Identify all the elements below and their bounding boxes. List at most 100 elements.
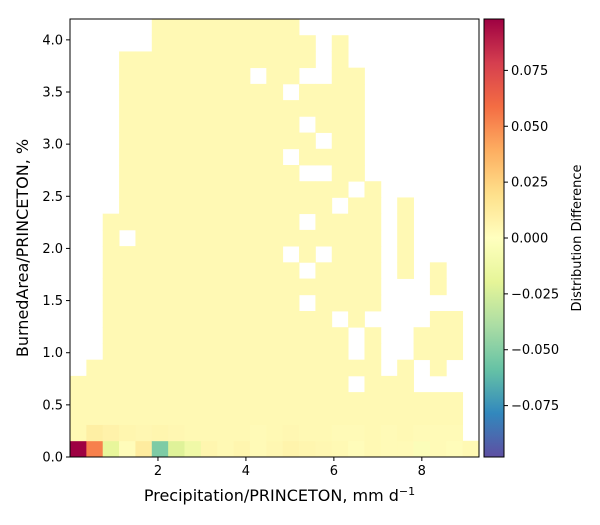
heatmap-cell bbox=[119, 165, 136, 182]
heatmap-cell bbox=[168, 294, 185, 312]
heatmap-cell bbox=[446, 392, 464, 409]
heatmap-cell bbox=[282, 229, 300, 247]
heatmap-cell bbox=[299, 408, 316, 425]
heatmap-cell bbox=[299, 246, 316, 263]
heatmap-cell bbox=[86, 392, 104, 409]
heatmap-cell bbox=[217, 132, 234, 150]
heatmap-cell bbox=[364, 440, 382, 458]
heatmap-cell bbox=[299, 311, 316, 328]
heatmap-cell bbox=[200, 51, 218, 69]
heatmap-cell bbox=[348, 408, 365, 425]
heatmap-cell bbox=[282, 197, 300, 215]
heatmap-cell bbox=[266, 311, 284, 328]
heatmap-cell bbox=[184, 262, 202, 279]
heatmap-cell bbox=[184, 197, 202, 215]
heatmap-cell bbox=[315, 375, 333, 393]
heatmap-cell bbox=[200, 132, 218, 150]
heatmap-cell bbox=[151, 19, 169, 36]
heatmap-cell bbox=[217, 51, 234, 69]
heatmap-cell bbox=[151, 51, 169, 69]
heatmap-cell bbox=[299, 132, 316, 150]
heatmap-cell bbox=[233, 19, 251, 36]
heatmap-cell bbox=[184, 311, 202, 328]
heatmap-cell bbox=[331, 359, 349, 377]
heatmap-cell bbox=[429, 327, 447, 344]
heatmap-cell bbox=[299, 327, 316, 344]
heatmap-cell bbox=[233, 424, 251, 442]
heatmap-cell bbox=[364, 181, 382, 198]
heatmap-cell bbox=[249, 440, 267, 458]
heatmap-cell bbox=[315, 294, 333, 312]
heatmap-cell bbox=[348, 278, 365, 296]
heatmap-cell bbox=[135, 327, 153, 344]
heatmap-cell bbox=[151, 294, 169, 312]
heatmap-cell bbox=[184, 440, 202, 458]
heatmap-cell bbox=[151, 181, 169, 198]
heatmap-cell bbox=[299, 181, 316, 198]
heatmap-cell bbox=[315, 197, 333, 215]
heatmap-cell bbox=[413, 392, 431, 409]
heatmap-cell bbox=[331, 327, 349, 344]
heatmap-cell bbox=[102, 375, 120, 393]
heatmap-cell bbox=[119, 375, 136, 393]
heatmap-cell bbox=[299, 424, 316, 442]
heatmap-cell bbox=[233, 100, 251, 117]
heatmap-cell bbox=[266, 197, 284, 215]
heatmap-cell bbox=[135, 392, 153, 409]
heatmap-cell bbox=[168, 343, 185, 361]
heatmap-cell bbox=[217, 213, 234, 231]
y-tick-label: 0.5 bbox=[42, 398, 63, 413]
heatmap-cell bbox=[249, 116, 267, 133]
heatmap-cell bbox=[364, 294, 382, 312]
heatmap-cell bbox=[331, 343, 349, 361]
heatmap-cell bbox=[282, 327, 300, 344]
heatmap-cell bbox=[135, 408, 153, 425]
heatmap-cell bbox=[233, 83, 251, 101]
heatmap-cell bbox=[315, 392, 333, 409]
heatmap-cell bbox=[151, 213, 169, 231]
heatmap-cell bbox=[364, 359, 382, 377]
heatmap-cell bbox=[348, 67, 365, 85]
heatmap-cell bbox=[364, 327, 382, 344]
heatmap-cell bbox=[331, 262, 349, 279]
heatmap-cell bbox=[266, 213, 284, 231]
heatmap-cell bbox=[86, 408, 104, 425]
heatmap-cell bbox=[168, 440, 185, 458]
heatmap-cell bbox=[331, 278, 349, 296]
heatmap-cell bbox=[266, 181, 284, 198]
heatmap-cell bbox=[168, 35, 185, 52]
heatmap-cell bbox=[266, 100, 284, 117]
heatmap-cell bbox=[397, 375, 414, 393]
heatmap-cell bbox=[102, 311, 120, 328]
heatmap-cell bbox=[348, 262, 365, 279]
heatmap-cell bbox=[413, 408, 431, 425]
heatmap-cell bbox=[282, 392, 300, 409]
heatmap-cell bbox=[233, 392, 251, 409]
heatmap-cell bbox=[168, 213, 185, 231]
heatmap-cell bbox=[266, 440, 284, 458]
heatmap-cell bbox=[70, 440, 87, 458]
heatmap-cell bbox=[315, 116, 333, 133]
heatmap-cell bbox=[119, 246, 136, 263]
heatmap-cell bbox=[233, 229, 251, 247]
y-tick-label: 0.0 bbox=[42, 451, 63, 466]
heatmap-cell bbox=[217, 375, 234, 393]
heatmap-cell bbox=[135, 67, 153, 85]
heatmap-cell bbox=[119, 408, 136, 425]
heatmap-cell bbox=[348, 100, 365, 117]
heatmap-cell bbox=[233, 278, 251, 296]
heatmap-cell bbox=[119, 148, 136, 166]
heatmap-cell bbox=[397, 229, 414, 247]
heatmap-cell bbox=[119, 327, 136, 344]
x-axis-title: Precipitation/PRINCETON, mm d−1 bbox=[144, 485, 415, 506]
heatmap-cell bbox=[168, 181, 185, 198]
heatmap-cell bbox=[331, 375, 349, 393]
heatmap-cell bbox=[315, 83, 333, 101]
heatmap-cell bbox=[282, 67, 300, 85]
heatmap-cell bbox=[135, 148, 153, 166]
x-tick-label: 4 bbox=[242, 464, 250, 479]
heatmap-cell bbox=[249, 408, 267, 425]
heatmap-cell bbox=[446, 311, 464, 328]
heatmap-cell bbox=[184, 294, 202, 312]
